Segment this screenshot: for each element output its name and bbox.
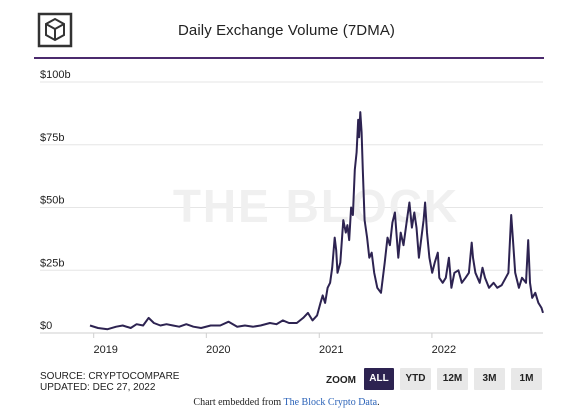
zoom-12m-button[interactable]: 12M — [437, 368, 468, 390]
embed-link[interactable]: The Block Crypto Data — [283, 397, 378, 408]
header-divider — [34, 57, 544, 59]
y-tick-label: $50b — [40, 195, 64, 207]
zoom-all-button[interactable]: ALL — [364, 368, 394, 390]
zoom-3m-button[interactable]: 3M — [474, 368, 505, 390]
y-tick-label: $25b — [40, 257, 64, 269]
volume-line-chart: THE BLOCK $0$25b$50b$75b$100b 2019 2020 20… — [40, 69, 544, 356]
embed-prefix: Chart embedded from — [193, 397, 284, 408]
zoom-ytd-button[interactable]: YTD — [400, 368, 431, 390]
updated-line: UPDATED: DEC 27, 2022 — [40, 382, 156, 393]
chart-title: Daily Exchange Volume (7DMA) — [177, 22, 396, 39]
y-tick-label: $75b — [40, 132, 64, 144]
source-line: SOURCE: CRYPTOCOMPARE — [40, 371, 180, 382]
series-line — [89, 111, 544, 331]
source-note: SOURCE: CRYPTOCOMPARE UPDATED: DEC 27, 2… — [40, 371, 179, 393]
x-tick-label: 2021 — [319, 344, 343, 356]
the-block-logo — [37, 12, 73, 48]
x-tick-label: 2022 — [432, 344, 456, 356]
zoom-label: ZOOM — [326, 375, 356, 386]
zoom-1m-button[interactable]: 1M — [511, 368, 542, 390]
y-tick-label: $100b — [40, 69, 71, 81]
embed-credit: Chart embedded from The Block Crypto Dat… — [0, 397, 573, 408]
cube-logo-icon — [37, 12, 73, 48]
embed-suffix: . — [377, 397, 380, 408]
y-tick-label: $0 — [40, 320, 52, 332]
x-tick-label: 2020 — [206, 344, 230, 356]
x-tick-label: 2019 — [93, 344, 117, 356]
